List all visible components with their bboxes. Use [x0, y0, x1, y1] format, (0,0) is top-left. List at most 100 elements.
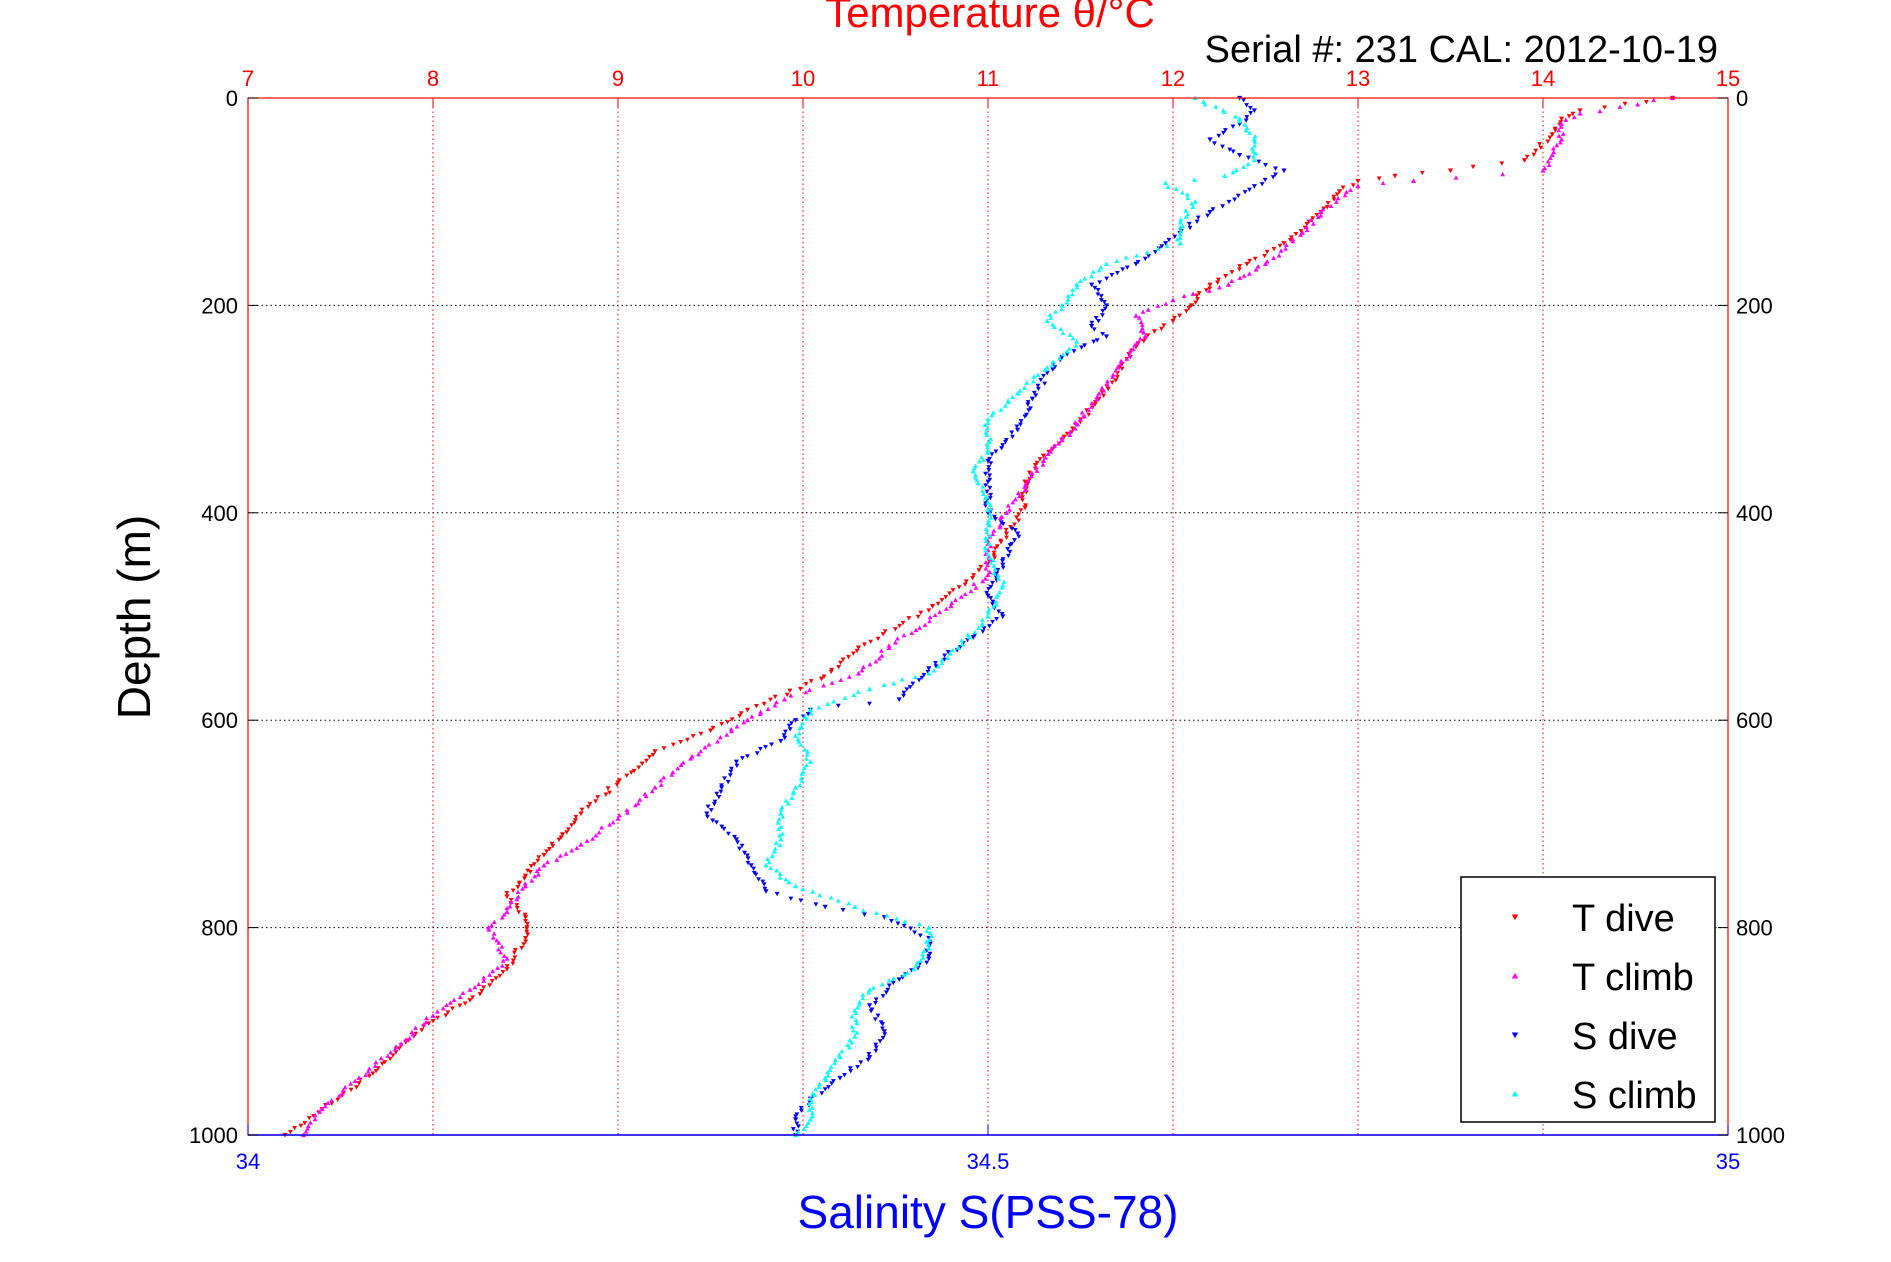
data-point [1173, 186, 1179, 191]
data-point [741, 720, 747, 725]
data-point [1035, 372, 1041, 377]
data-point [892, 639, 899, 645]
data-point [939, 660, 945, 666]
data-point [1344, 189, 1349, 195]
data-point [927, 951, 933, 957]
data-point [714, 791, 720, 797]
data-point [712, 799, 718, 804]
data-point [515, 885, 521, 890]
data-point [398, 1041, 404, 1046]
data-point [1103, 334, 1109, 340]
data-point [836, 665, 842, 670]
data-point [848, 1069, 854, 1074]
data-point [803, 1123, 809, 1128]
data-point [988, 584, 994, 590]
data-point [978, 564, 984, 570]
data-point [587, 801, 593, 807]
data-point [1331, 194, 1337, 200]
data-point [758, 709, 763, 714]
data-point [1193, 300, 1198, 305]
data-point [1095, 287, 1101, 293]
data-point [807, 707, 813, 712]
data-point [1034, 460, 1040, 466]
data-point [862, 642, 867, 647]
data-point [980, 617, 985, 622]
data-point [1109, 380, 1115, 385]
data-point [1250, 149, 1256, 154]
data-point [1010, 394, 1016, 400]
data-point [1225, 282, 1232, 287]
data-point [810, 1113, 815, 1119]
data-point [1079, 345, 1084, 350]
data-point [768, 865, 774, 871]
data-point [802, 747, 808, 752]
data-point [1009, 526, 1015, 531]
data-point [873, 1048, 879, 1054]
data-point [990, 601, 995, 607]
data-point [1289, 235, 1294, 240]
data-point [1025, 478, 1031, 483]
data-point [988, 436, 994, 441]
data-point [1074, 339, 1080, 344]
data-point [1024, 380, 1030, 385]
data-point [1237, 152, 1243, 158]
data-point [525, 868, 531, 873]
data-point [1093, 315, 1099, 321]
data-point [644, 758, 649, 764]
data-point [1100, 313, 1105, 318]
data-point [984, 529, 990, 535]
data-point [557, 853, 563, 858]
data-point [593, 833, 599, 838]
data-point [1025, 482, 1031, 487]
data-point [1133, 313, 1139, 318]
data-point [896, 977, 902, 983]
data-point [1033, 393, 1039, 398]
data-point [1340, 185, 1346, 190]
data-point [352, 1078, 358, 1083]
data-point [763, 745, 768, 750]
data-point [1194, 293, 1200, 298]
data-point [1557, 140, 1563, 145]
data-point [987, 569, 993, 575]
data-point [1194, 219, 1200, 224]
data-point [998, 407, 1004, 412]
data-point [976, 568, 982, 573]
data-point [982, 422, 988, 427]
data-point [1000, 582, 1006, 588]
data-point [578, 842, 584, 847]
data-point [793, 1114, 798, 1119]
data-point [1163, 301, 1169, 306]
data-point [1538, 145, 1544, 151]
data-point [1101, 388, 1107, 393]
data-point [1014, 424, 1020, 429]
data-point [955, 645, 961, 650]
data-point [1335, 195, 1341, 201]
data-point [521, 942, 527, 947]
data-point [308, 1120, 313, 1125]
data-point [716, 795, 722, 800]
data-point [988, 492, 994, 498]
legend-marker [1511, 972, 1519, 979]
data-point [1500, 171, 1506, 177]
data-point [1230, 124, 1236, 129]
data-point [1380, 180, 1386, 186]
data-point [807, 1096, 813, 1101]
data-point [1230, 170, 1236, 175]
data-point [1098, 265, 1104, 270]
data-point [778, 836, 784, 842]
data-point [447, 1000, 453, 1005]
data-point [1059, 306, 1065, 312]
data-point [1089, 400, 1095, 406]
data-point [479, 989, 485, 994]
data-point [342, 1084, 348, 1090]
data-point [719, 824, 725, 829]
data-point [573, 818, 578, 823]
data-point [1115, 374, 1120, 380]
data-point [688, 756, 693, 761]
data-point [650, 752, 656, 758]
data-point [1048, 315, 1054, 321]
data-point [1072, 420, 1078, 425]
data-point [758, 746, 763, 752]
data-point [1554, 142, 1560, 148]
